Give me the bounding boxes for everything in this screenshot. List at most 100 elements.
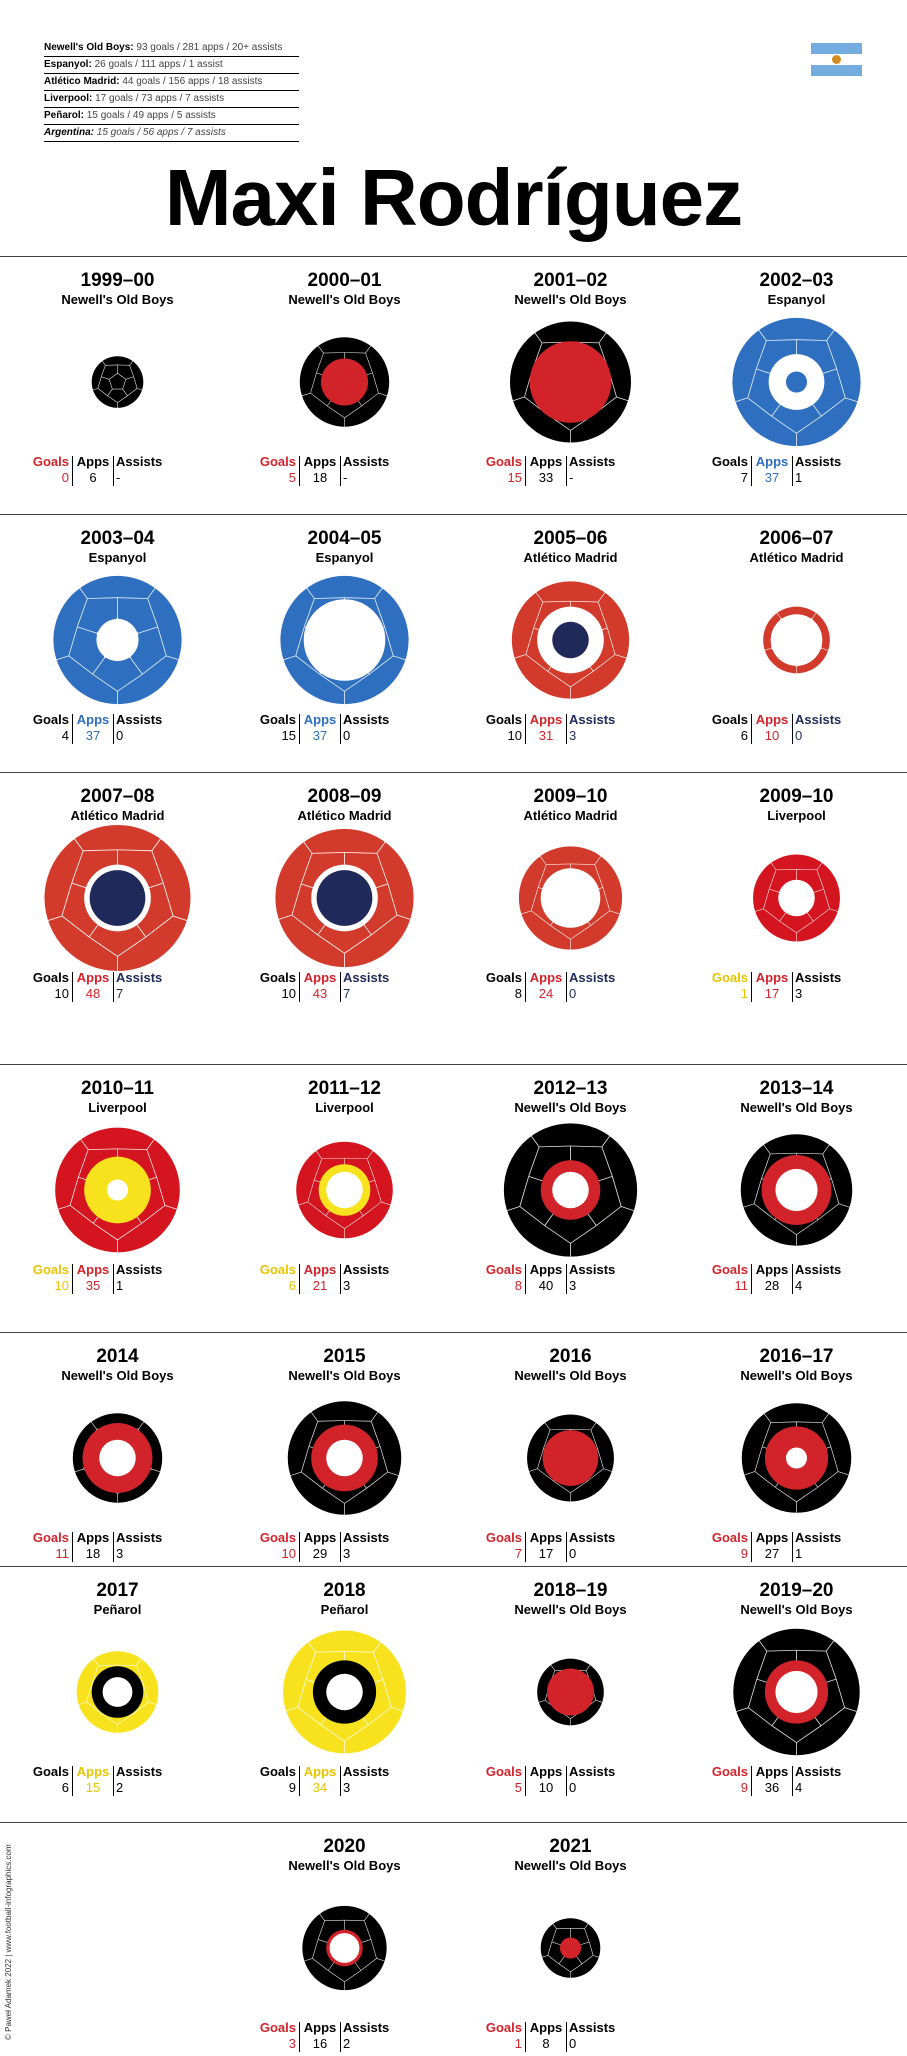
stat-goals-label: Goals [457,454,522,470]
stat-goals-value: 10 [457,728,522,744]
credit-text: © Paweł Adamek 2022 | www.football-infog… [4,1844,13,2040]
stat-assists-value: - [343,470,403,486]
season-label: 2019–20 [683,1580,907,1602]
season-label: 2000–01 [231,270,458,292]
season-ball [4,1382,231,1532]
season-ball [4,822,231,972]
stat-assists-value: 4 [795,1780,855,1796]
stat-goals-label: Goals [4,454,69,470]
stat-goals-label: Goals [683,970,748,986]
stat-goals-value: 9 [231,1780,296,1796]
stat-goals-value: 5 [457,1780,522,1796]
stat-apps-label: Apps [528,970,564,986]
stat-separator [751,1766,752,1796]
stat-assists-value: - [116,470,176,486]
stat-assists-value: 0 [569,986,629,1002]
stat-assists-value: 3 [569,728,629,744]
stat-goals-label: Goals [231,454,296,470]
stat-apps-label: Apps [75,454,111,470]
stat-apps-value: 16 [302,2036,338,2052]
stat-goals-value: 11 [683,1278,748,1294]
stat-goals-label: Goals [457,1262,522,1278]
stat-goals-label: Goals [683,1764,748,1780]
season-ball [457,1616,684,1766]
season-label: 2015 [231,1346,458,1368]
ball-assists-circle [326,1440,363,1477]
stat-assists-value: 3 [569,1278,629,1294]
season-label: 2016 [457,1346,684,1368]
stat-apps-label: Apps [302,2020,338,2036]
stat-goals-value: 8 [457,1278,522,1294]
stat-apps-value: 37 [302,728,338,744]
stat-assists-label: Assists [116,454,176,470]
season-ball [683,822,907,972]
ball-assists-circle [552,1172,589,1209]
ball-assists-circle [317,870,373,926]
stat-separator [299,1532,300,1562]
ball-goals-circle [304,599,386,681]
stat-goals-label: Goals [231,1262,296,1278]
stat-separator [525,456,526,486]
stat-assists-value: 3 [343,1278,403,1294]
stat-apps-label: Apps [754,454,790,470]
stat-goals-value: 10 [4,986,69,1002]
stat-assists-label: Assists [795,1764,855,1780]
season-label: 2009–10 [457,786,684,808]
season-ball [231,1382,458,1532]
season-label: 2020 [231,1836,458,1858]
stat-assists-value: 1 [795,470,855,486]
stat-assists-value: 3 [795,986,855,1002]
season-ball [457,306,684,456]
season-label: 2018–19 [457,1580,684,1602]
stat-apps-label: Apps [528,1262,564,1278]
stat-assists-value: 0 [795,728,855,744]
stat-separator [340,456,341,486]
stat-separator [72,714,73,744]
stat-apps-label: Apps [528,1530,564,1546]
stat-goals-value: 9 [683,1780,748,1796]
stat-assists-label: Assists [795,1530,855,1546]
row-divider [0,514,907,515]
stat-assists-value: 1 [795,1546,855,1562]
stat-assists-label: Assists [569,1764,629,1780]
stat-assists-label: Assists [795,712,855,728]
season-ball [4,1114,231,1264]
stat-assists-label: Assists [343,1262,403,1278]
stat-goals-label: Goals [683,712,748,728]
stat-apps-label: Apps [754,970,790,986]
ball-goals-circle [541,868,601,928]
stat-apps-value: 37 [754,470,790,486]
stat-separator [792,1264,793,1294]
